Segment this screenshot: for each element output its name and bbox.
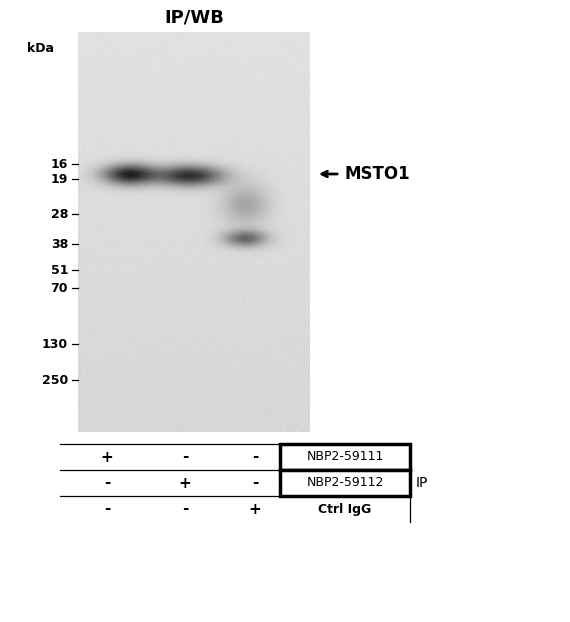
Text: -: - [104, 475, 110, 491]
Text: NBP2-59111: NBP2-59111 [306, 450, 384, 463]
Text: NBP2-59112: NBP2-59112 [306, 476, 384, 490]
Text: -: - [104, 501, 110, 516]
Text: +: + [249, 501, 262, 516]
Text: kDa: kDa [26, 42, 54, 55]
Text: 28: 28 [51, 208, 68, 221]
Text: -: - [182, 501, 188, 516]
Text: IP: IP [416, 476, 429, 490]
Text: 38: 38 [51, 238, 68, 251]
Text: -: - [252, 450, 258, 465]
Text: MSTO1: MSTO1 [345, 165, 410, 183]
Text: -: - [182, 450, 188, 465]
Text: +: + [101, 450, 113, 465]
Text: 70: 70 [51, 282, 68, 294]
Text: 130: 130 [42, 338, 68, 351]
Text: 51: 51 [51, 264, 68, 277]
Text: 250: 250 [42, 373, 68, 386]
Text: 16: 16 [51, 157, 68, 170]
Text: Ctrl IgG: Ctrl IgG [319, 503, 372, 516]
Text: 19: 19 [51, 173, 68, 186]
Bar [280, 470, 410, 496]
Text: +: + [178, 475, 192, 491]
Text: IP/WB: IP/WB [164, 9, 224, 27]
Bar [280, 444, 410, 470]
Text: -: - [252, 475, 258, 491]
